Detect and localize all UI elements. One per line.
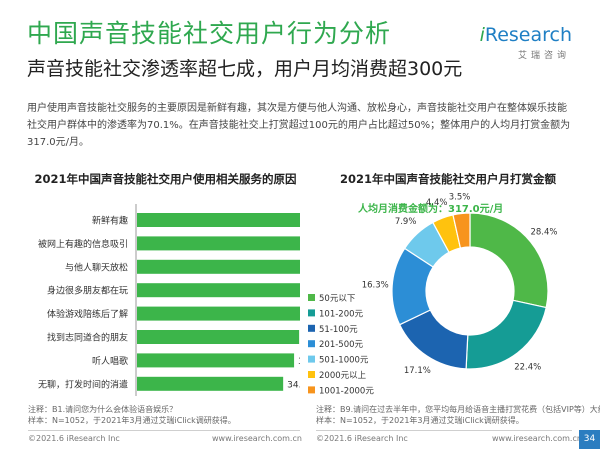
footer-copyright-right: ©2021.6 iResearch Inc [316,434,408,443]
page-number: 34 [579,430,600,449]
bar-category-label: 新鲜有趣 [92,215,128,227]
bar-category-label: 与他人聊天放松 [65,261,128,273]
left-chart-note: 注释：B1.请问您为什么会体验语音娱乐？ 样本：N=1052，于2021年3月通… [28,404,236,426]
iresearch-logo: iResearch 艾瑞咨询 [480,24,572,64]
footer-copyright-left: ©2021.6 iResearch Inc [28,434,120,443]
left-note-line-1: 注释：B1.请问您为什么会体验语音娱乐？ [28,405,178,414]
logo-prefix: i [479,24,485,46]
summary-text: 用户使用声音技能社交服务的主要原因是新鲜有趣，其次是方便与他人沟通、放松身心，声… [27,103,571,148]
bar-category-label: 找到志同道合的朋友 [47,332,128,344]
bar [137,376,284,391]
donut-value-label: 17.1% [404,366,431,376]
legend-label: 1001-2000元 [319,386,374,396]
bar [137,353,295,368]
bar [137,306,300,321]
legend-label: 501-1000元 [319,356,369,366]
bar-value-label: 34.8% [287,380,300,390]
legend-label: 201-500元 [319,340,364,350]
bar [137,330,300,344]
legend-swatch [308,294,315,301]
bar [137,283,300,298]
left-note-line-2: 样本：N=1052，于2021年3月通过艾瑞iClick调研获得。 [28,416,236,425]
donut-value-label: 3.5% [449,193,471,203]
donut-slice [452,212,471,249]
donut-value-label: 28.4% [530,227,557,237]
legend-swatch [308,324,315,332]
donut-slice [465,299,547,370]
right-chart-note: 注释：B9.请问在过去半年中，您平均每月给语音主播打赏花费（包括VIP等）大约是… [316,404,600,426]
bar [137,236,300,251]
legend-label: 51-100元 [319,325,358,335]
legend-swatch [308,309,315,317]
tipping-donut-chart: 人均月消费金额为：317.0元/月 28.4% 22.4% 17.1% 16.3% 7.9… [308,193,557,396]
bar-category-label: 无聊，打发时间的消遣 [38,378,128,390]
bar-chart-title: 2021年中国声音技能社交用户使用相关服务的原因 [34,172,297,186]
donut-chart-title: 2021年中国声音技能社交用户月打赏金额 [339,172,556,186]
donut-value-label: 4.4% [426,198,448,208]
page-subtitle: 声音技能社交渗透率超七成，用户月均消费超300元 [27,58,463,80]
bar-category-label: 听人唱歌 [92,355,128,367]
page-title: 中国声音技能社交用户行为分析 [27,19,392,48]
donut-value-label: 7.9% [395,217,417,227]
logo-text: Research [484,24,572,46]
donut-annotation: 人均月消费金额为：317.0元/月 [358,202,503,215]
legend-label: 101-200元 [319,309,364,319]
bar-category-label: 体验游戏陪练后了解 [47,308,128,320]
legend-swatch [308,386,315,394]
donut-value-label: 16.3% [362,281,389,291]
bar [137,213,300,227]
footer-url-right[interactable]: www.iresearch.com.cn [492,434,582,443]
bar [137,259,300,274]
right-note-line-1: 注释：B9.请问在过去半年中，您平均每月给语音主播打赏花费（包括VIP等）大约是… [316,405,600,414]
bar-category-label: 被网上有趣的信息吸引 [38,238,128,250]
legend-label: 50元以下 [319,294,356,304]
reasons-bar-chart: 新鲜有趣52.8%被网上有趣的信息吸引49.5%与他人聊天放松49.2%身边很多… [38,204,300,396]
legend-label: 2000元以上 [319,371,367,381]
logo-wordmark: iResearch [480,24,572,46]
bar-value-label: 37.4% [298,357,300,367]
footer-divider-left [28,430,300,431]
footer-divider-right [316,430,572,431]
right-note-line-2: 样本：N=1052，于2021年3月通过艾瑞iClick调研获得。 [316,416,524,425]
legend-swatch [308,355,315,363]
bar-category-label: 身边很多朋友都在玩 [47,285,128,297]
logo-subtitle: 艾瑞咨询 [517,51,570,61]
footer-url-left[interactable]: www.iresearch.com.cn [212,434,302,443]
donut-value-label: 22.4% [514,362,541,372]
legend-swatch [308,371,315,378]
legend-swatch [308,340,315,348]
